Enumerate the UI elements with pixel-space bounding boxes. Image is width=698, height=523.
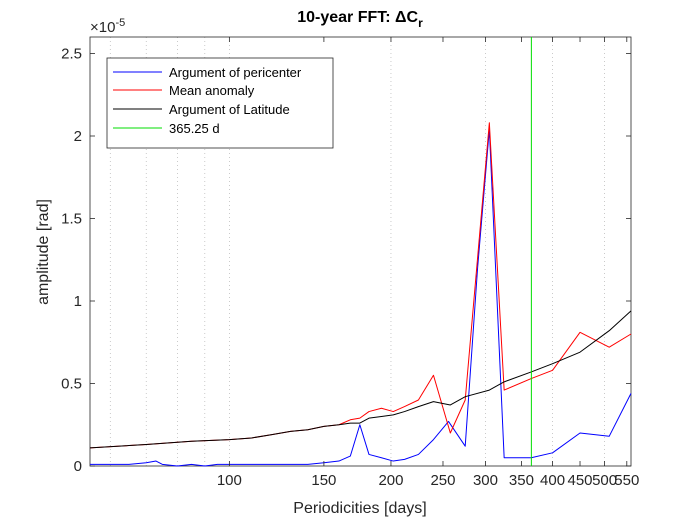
- x-tick-label: 200: [378, 472, 403, 489]
- series-line-argument-of-pericenter: [90, 128, 632, 467]
- x-tick-label: 450: [568, 472, 593, 489]
- x-tick-label: 300: [473, 472, 498, 489]
- legend-box: [106, 57, 334, 149]
- x-axis-label: Periodicities [days]: [293, 500, 426, 517]
- legend-label-mean-anomaly: Mean anomaly: [169, 83, 255, 98]
- legend: Argument of pericenter Mean anomaly Argu…: [106, 57, 334, 149]
- x-tick-label: 550: [614, 472, 639, 489]
- y-axis-label: amplitude [rad]: [35, 199, 52, 305]
- y-exponent-label: ×10-5: [90, 17, 125, 36]
- legend-label-argument-of-latitude: Argument of Latitude: [169, 102, 290, 117]
- x-tick-label: 400: [540, 472, 565, 489]
- y-axis: 0 0.5 1 1.5 2 2.5: [61, 46, 631, 475]
- series-line-mean-anomaly: [89, 122, 632, 449]
- legend-label-365-25-d: 365.25 d: [169, 121, 220, 136]
- x-tick-label: 250: [430, 472, 455, 489]
- y-tick-label: 0: [74, 458, 82, 475]
- y-tick-label: 1: [74, 293, 82, 310]
- x-tick-label: 150: [311, 472, 336, 489]
- legend-label-argument-of-pericenter: Argument of pericenter: [169, 65, 302, 80]
- x-tick-label: 100: [217, 472, 242, 489]
- y-tick-label: 1.5: [61, 211, 82, 228]
- series-layer: [89, 37, 632, 467]
- y-tick-label: 2: [74, 128, 82, 145]
- chart-title: 10-year FFT: ΔCr: [297, 9, 423, 30]
- x-tick-label: 350: [509, 472, 534, 489]
- y-tick-label: 2.5: [61, 46, 82, 63]
- plot-area: [89, 36, 632, 467]
- x-tick-label: 500: [592, 472, 617, 489]
- series-line-argument-of-latitude: [89, 310, 632, 449]
- y-tick-label: 0.5: [61, 376, 82, 393]
